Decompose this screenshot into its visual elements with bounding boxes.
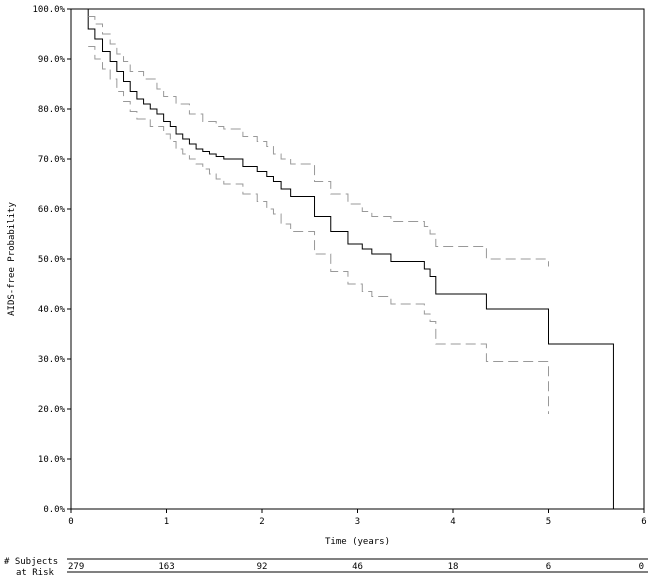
x-tick-label: 5 xyxy=(546,517,551,527)
risk-count: 279 xyxy=(68,562,84,572)
survival-estimate-line xyxy=(71,8,614,509)
risk-counts: 279 163 92 46 18 6 0 xyxy=(67,558,648,573)
y-tick-label: 60.0% xyxy=(38,205,66,215)
y-tick-label: 20.0% xyxy=(38,405,66,415)
x-tick-label: 1 xyxy=(164,517,169,527)
upper-confidence-line xyxy=(88,16,549,267)
x-axis: 0 1 2 3 4 5 6 xyxy=(68,509,647,527)
risk-count: 46 xyxy=(352,562,363,572)
y-tick-label: 50.0% xyxy=(38,255,66,265)
y-axis: 0.0% 10.0% 20.0% 30.0% 40.0% 50.0% 60.0% 70.0% 8… xyxy=(32,5,71,515)
x-tick-label: 0 xyxy=(68,517,73,527)
x-tick-label: 3 xyxy=(355,517,360,527)
x-tick-label: 4 xyxy=(450,517,455,527)
y-axis-title: AIDS-free Probability xyxy=(7,202,17,316)
y-tick-label: 10.0% xyxy=(38,455,66,465)
survival-curves xyxy=(71,8,614,509)
x-axis-title: Time (years) xyxy=(325,537,390,547)
x-tick-label: 2 xyxy=(259,517,264,527)
y-tick-label: 80.0% xyxy=(38,105,66,115)
risk-count: 18 xyxy=(448,562,459,572)
risk-count: 0 xyxy=(639,562,644,572)
y-tick-label: 100.0% xyxy=(32,5,65,15)
risk-table-label-line2: at Risk xyxy=(16,568,55,578)
y-tick-label: 30.0% xyxy=(38,355,66,365)
risk-count: 92 xyxy=(257,562,268,572)
risk-table: # Subjects at Risk 279 163 92 46 18 6 0 xyxy=(4,557,648,578)
risk-count: 6 xyxy=(546,562,551,572)
y-tick-label: 70.0% xyxy=(38,155,66,165)
x-tick-label: 6 xyxy=(641,517,646,527)
lower-confidence-line xyxy=(88,46,549,414)
y-tick-label: 40.0% xyxy=(38,305,66,315)
y-tick-label: 0.0% xyxy=(43,505,65,515)
risk-table-label-line1: # Subjects xyxy=(4,557,58,567)
y-tick-label: 90.0% xyxy=(38,55,66,65)
risk-count: 163 xyxy=(158,562,174,572)
